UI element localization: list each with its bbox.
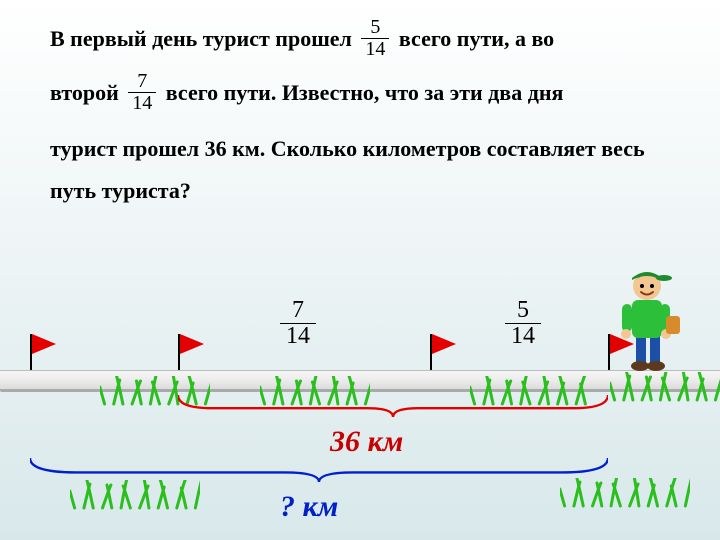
brace-label: 36 км [330,425,403,459]
problem-line-1: В первый день турист прошел 5 14 всего п… [50,18,670,72]
diagram-fraction: 514 [505,298,541,349]
fraction-numerator: 5 [361,17,389,39]
tourist-icon [604,262,684,372]
text-segment: турист прошел 36 км. Сколько километров … [50,136,645,203]
fraction-denominator: 14 [361,39,389,60]
text-segment: всего пути. Известно, что за эти два дня [166,80,564,105]
fraction-numerator: 7 [128,71,156,93]
fraction-inline-1: 5 14 [361,17,389,60]
brace-icon [178,395,608,421]
text-segment: всего пути, а во [399,26,554,51]
brace-icon [30,458,608,486]
brace-label: ? км [280,490,338,524]
diagram: 714 514 36 км ? км [0,280,720,540]
problem-line-3: турист прошел 36 км. Сколько километров … [50,128,670,212]
diagram-fraction: 714 [280,298,316,349]
fraction-denominator: 14 [128,93,156,114]
fraction-inline-2: 7 14 [128,71,156,114]
problem-line-2: второй 7 14 всего пути. Известно, что за… [50,72,670,126]
text-segment: второй [50,80,119,105]
problem-text: В первый день турист прошел 5 14 всего п… [50,18,670,212]
grass-icon [610,372,720,407]
text-segment: В первый день турист прошел [50,26,352,51]
